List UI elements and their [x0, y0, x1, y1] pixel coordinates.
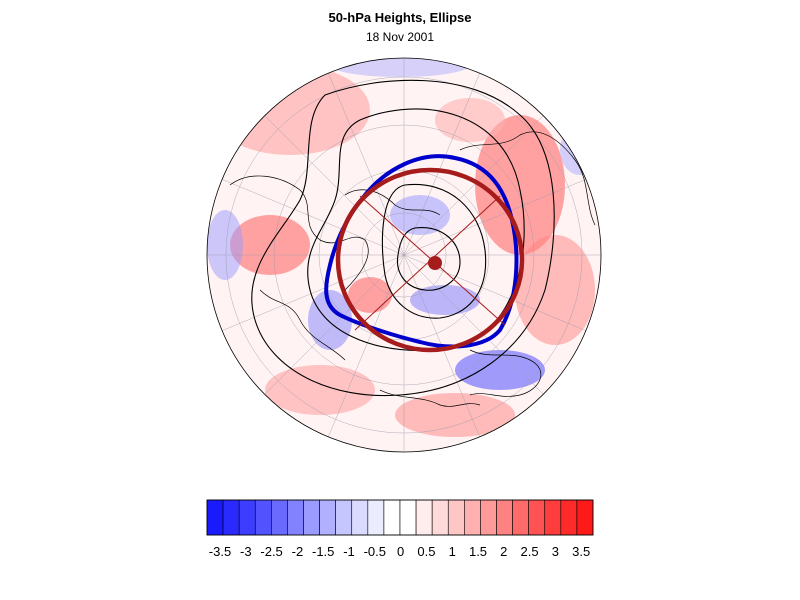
colorbar-box [560, 499, 578, 536]
fitted-ellipse [335, 167, 525, 353]
map-subtitle: 18 Nov 2001 [365, 30, 435, 44]
anomaly-red-region [475, 115, 565, 255]
colorbar-box [415, 499, 433, 536]
height-contour-outer [251, 79, 555, 397]
colorbar-box [399, 499, 417, 536]
colorbar-tick-label: -1.5 [311, 544, 335, 559]
colorbar-box [480, 499, 497, 536]
colorbar-tick-label: -0.5 [363, 544, 386, 559]
colorbar-tick-label: -2 [291, 544, 304, 559]
colorbar-box [447, 499, 465, 536]
colorbar-tick-label: 2 [500, 544, 508, 559]
colorbar-tick-label: 0.5 [417, 544, 436, 559]
colorbar-box [335, 499, 353, 536]
colorbar-box [383, 499, 401, 536]
colorbar-box [254, 499, 272, 536]
colorbar-tick-label: 3.5 [572, 544, 591, 559]
colorbar-tick-label: 1.5 [468, 544, 488, 559]
anomaly-blue-region [390, 195, 450, 235]
anomaly-red-region [435, 98, 505, 142]
anomaly-blue-region [455, 350, 545, 390]
anomaly-red-region [210, 65, 370, 155]
height-contour-inner [381, 183, 487, 319]
colorbar [206, 499, 594, 536]
anomaly-blue-region [308, 290, 352, 350]
anomaly-red-region [395, 393, 515, 437]
height-contour-core [396, 227, 461, 291]
anomaly-blue-region [207, 210, 243, 280]
colorbar-box [528, 499, 546, 536]
colorbar-box [544, 499, 562, 536]
colorbar-box [287, 499, 304, 536]
colorbar-box [576, 499, 594, 536]
anomaly-red-region [265, 365, 375, 415]
colorbar-tick-label: -3.5 [208, 544, 232, 559]
anomaly-red-region [515, 235, 595, 345]
anomaly-red-region [348, 277, 392, 313]
anomaly-shading [207, 58, 601, 452]
colorbar-tick-label: 3 [551, 544, 560, 559]
colorbar-box [464, 499, 481, 536]
polar-map [206, 57, 602, 453]
colorbar-box [238, 499, 256, 536]
colorbar-box [512, 499, 529, 536]
colorbar-box [367, 499, 385, 536]
anomaly-blue-region [410, 285, 480, 315]
colorbar-tick-label: 0 [396, 544, 405, 559]
colorbar-box [303, 499, 320, 536]
colorbar-box [319, 499, 336, 536]
colorbar-box [351, 499, 369, 536]
colorbar-border [206, 499, 594, 536]
colorbar-tick-label: 2.5 [520, 544, 539, 559]
graticule [207, 58, 601, 452]
colorbar-tick-label: 1 [448, 544, 456, 559]
colorbar-box [431, 499, 449, 536]
map-border [206, 57, 602, 453]
colorbar-tick-label: -2.5 [260, 544, 283, 559]
highlighted-height-contour [324, 154, 519, 349]
colorbar-tick-label: -1 [343, 544, 355, 559]
colorbar-box [206, 499, 224, 536]
colorbar-box [271, 499, 288, 536]
map-title: 50-hPa Heights, Ellipse [328, 10, 472, 25]
colorbar-tick-label: -3 [240, 544, 252, 559]
coastlines [229, 131, 596, 407]
colorbar-box [496, 499, 513, 536]
ellipse-center-marker [428, 256, 442, 270]
colorbar-box [222, 499, 240, 536]
